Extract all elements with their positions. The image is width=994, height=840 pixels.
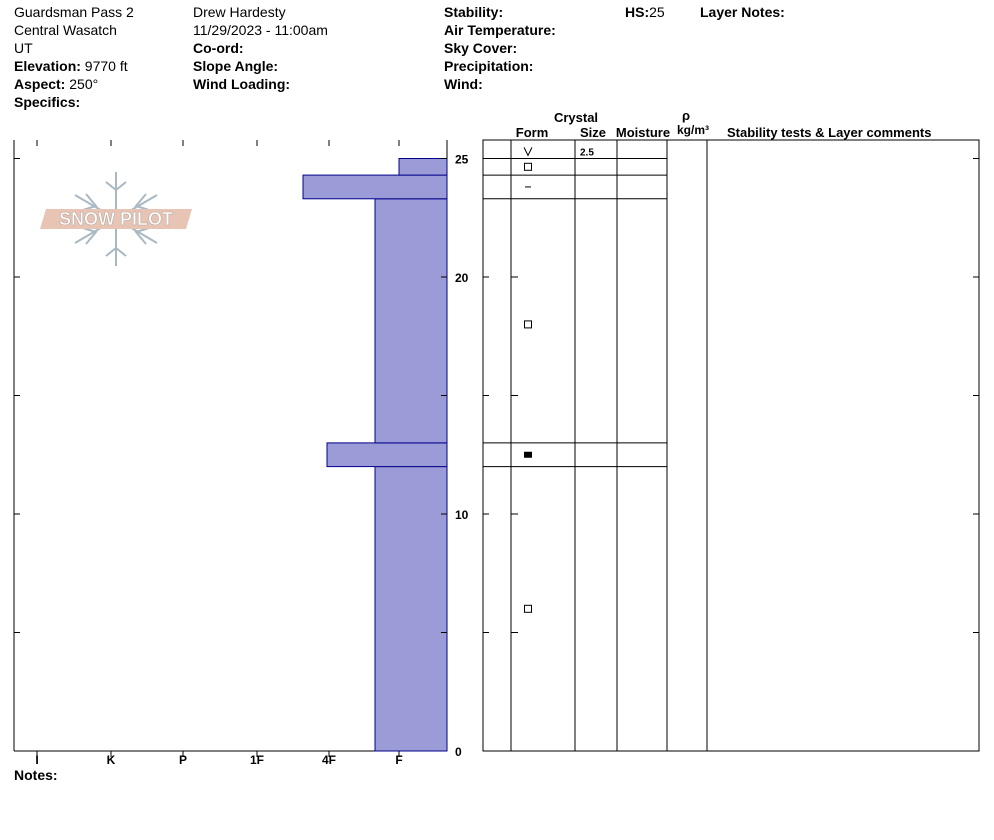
form-symbol-layer-5 [523,147,533,157]
observer-name: Drew Hardesty [193,4,286,20]
precipitation-label: Precipitation: [444,58,534,74]
crystal-size-layer-5: 2.5 [580,147,594,158]
y-tick-label-0: 0 [455,745,462,759]
aspect-row: Aspect: 250° [14,75,98,93]
sky-cover-label: Sky Cover: [444,40,518,56]
y-tick-label-1: 10 [455,508,469,522]
density-unit-header: kg/m³ [676,123,709,137]
hardness-bar-0 [374,466,448,752]
layer-notes-label: Layer Notes: [700,4,785,20]
slope-angle-label: Slope Angle: [193,58,279,74]
logo-banner [40,209,192,229]
snowpilot-logo: SNOW PILOT [40,172,192,266]
elevation-label: Elevation: [14,58,81,74]
height-y-ticks: 0 10 20 25 [14,153,979,759]
y-tick-label-2: 20 [455,271,469,285]
state-name: UT [14,40,33,56]
hardness-bar-1 [326,442,448,468]
y-tick-label-3: 25 [455,153,469,167]
form-marker-1 [524,320,532,329]
hardness-x-ticks: I K P 1F 4F F [35,140,403,767]
hs-label: HS: [625,4,650,20]
coord-label: Co-ord: [193,40,244,56]
location-name: Guardsman Pass 2 [14,4,134,20]
aspect-value: 250° [69,76,99,92]
hs-value: 25 [649,4,665,20]
x-tick-label-3: 1F [250,753,264,767]
form-marker-0 [524,604,532,613]
x-tick-label-1: K [107,753,116,767]
x-tick-label-2: P [179,753,187,767]
crystal-header: Crystal [553,110,599,125]
range-name: Central Wasatch [14,22,117,38]
form-header: Form [515,125,549,140]
density-rho-header: ρ [681,108,691,123]
aspect-label: Aspect: [14,76,66,92]
comments-header: Stability tests & Layer comments [727,125,932,140]
air-temperature-label: Air Temperature: [444,22,556,38]
logo-text: SNOW PILOT [59,209,173,229]
hardness-bar-3 [302,174,448,200]
elevation-row: Elevation: 9770 ft [14,57,128,75]
wind-label: Wind: [444,76,483,92]
hs-row: HS:25 [625,3,665,21]
layer-table-frame [482,139,980,752]
layer-table-rows [483,158,667,468]
form-symbol-layer-1 [524,451,532,458]
x-tick-label-4: 4F [322,753,336,767]
layer-table [482,139,980,752]
notes-label: Notes: [14,767,58,783]
observation-datetime: 11/29/2023 - 11:00am [193,22,328,38]
layer-form-symbols: 2.5 [523,147,594,613]
hardness-bar-2 [374,198,448,444]
elevation-value: 9770 ft [84,58,128,74]
wind-loading-label: Wind Loading: [193,76,291,92]
x-tick-label-0: I [35,753,38,767]
hardness-bars [302,158,448,752]
size-header: Size [579,125,606,140]
hardness-bar-4 [398,158,448,176]
x-tick-label-5: F [395,753,402,767]
moisture-header: Moisture [615,125,671,140]
specifics-label: Specifics: [14,94,81,110]
form-symbol-layer-4 [524,162,532,171]
stability-label: Stability: [444,4,504,20]
